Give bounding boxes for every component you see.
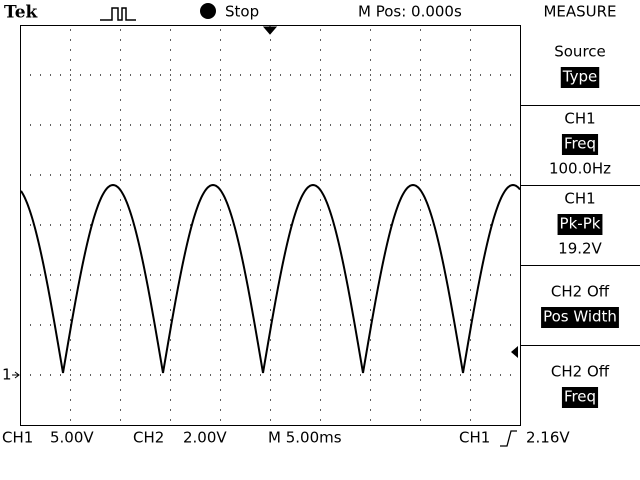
trigger-level: 2.16V <box>526 429 570 447</box>
ch1-scale: 5.00V <box>50 429 94 447</box>
menu-label: CH2 Off <box>551 283 610 301</box>
grid-dots <box>30 29 511 421</box>
trigger-icon <box>100 7 136 21</box>
menu-value: Pk-Pk <box>560 215 601 233</box>
menu-value: Freq <box>564 135 596 153</box>
menu-label: CH1 <box>564 190 595 208</box>
run-indicator <box>200 3 216 19</box>
menu-label: CH1 <box>564 110 595 128</box>
menu-reading: 100.0Hz <box>549 160 611 178</box>
menu-title: MEASURE <box>543 3 616 21</box>
measure-menu: Source Type CH1 Freq 100.0Hz CH1 Pk-Pk 19.2V CH2… <box>520 25 640 425</box>
trigger-slope-icon <box>500 430 517 447</box>
status: Stop <box>225 3 259 21</box>
menu-value-highlight <box>557 214 603 235</box>
ch2-scale: 2.00V <box>183 429 227 447</box>
brand: Tek <box>4 3 39 23</box>
menu-value-highlight <box>541 307 619 328</box>
position: M Pos: 0.000s <box>358 3 462 21</box>
menu-value-highlight <box>561 387 599 408</box>
menu-value-highlight <box>561 134 599 155</box>
graticule <box>30 29 511 421</box>
trigger-position-marker <box>262 25 278 35</box>
trigger-level-marker <box>511 346 518 358</box>
menu-value-highlight <box>560 67 600 88</box>
menu-label: CH2 Off <box>551 363 610 381</box>
ch1-marker-arrow <box>12 371 20 379</box>
waveform <box>20 183 521 374</box>
menu-value: Pos Width <box>543 308 617 326</box>
ch1-marker: 1 <box>2 366 12 384</box>
timebase: M 5.00ms <box>268 429 342 447</box>
ch1-label: CH1 <box>2 429 33 447</box>
ch2-label: CH2 <box>133 429 164 447</box>
menu-value: Freq <box>564 388 596 406</box>
menu-value: Type <box>562 68 597 86</box>
menu-label: Source <box>554 43 606 61</box>
menu-reading: 19.2V <box>558 240 602 258</box>
trigger-source: CH1 <box>459 429 490 447</box>
